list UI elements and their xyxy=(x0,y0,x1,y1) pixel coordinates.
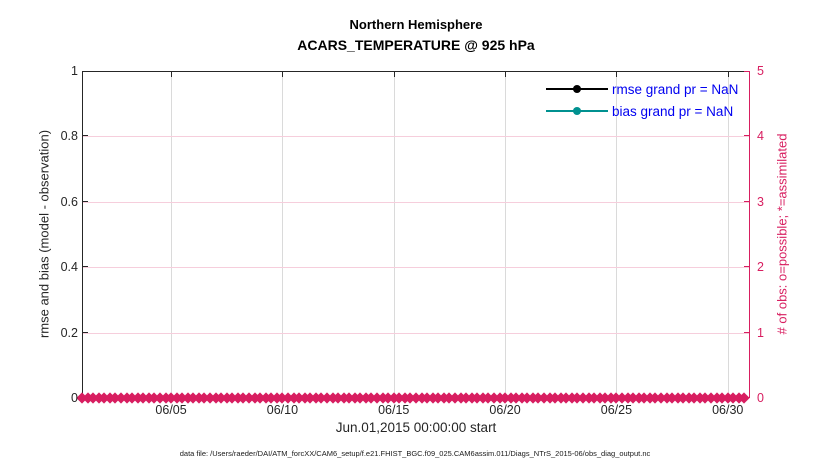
plot-border-top xyxy=(82,71,750,72)
bias-circle-marker-icon xyxy=(573,107,581,115)
y-gridline xyxy=(83,267,749,269)
x-tick-mark xyxy=(393,72,395,77)
chart-title: Northern Hemisphere xyxy=(349,17,483,32)
y-tick-label-right: 1 xyxy=(757,325,764,340)
x-gridline xyxy=(282,72,284,397)
y-tick-mark-right xyxy=(744,135,749,137)
y-tick-label-left: 0.6 xyxy=(60,194,78,209)
y-tick-mark-left xyxy=(83,331,88,333)
y-tick-mark-right xyxy=(744,331,749,333)
y-gridline xyxy=(83,136,749,138)
y-tick-mark-left xyxy=(83,200,88,202)
y-tick-label-right: 4 xyxy=(757,129,764,144)
legend-label-bias: bias grand pr = NaN xyxy=(612,103,734,119)
y-tick-mark-left xyxy=(83,135,88,137)
chart-subtitle: ACARS_TEMPERATURE @ 925 hPa xyxy=(297,37,535,53)
rmse-line-sample xyxy=(546,85,608,93)
y-tick-label-left: 0.4 xyxy=(60,260,78,275)
y-gridline xyxy=(83,332,749,334)
x-gridline xyxy=(393,72,395,397)
x-gridline xyxy=(727,72,729,397)
y-tick-label-left: 0.2 xyxy=(60,325,78,340)
y-tick-label-left: 1 xyxy=(71,64,78,78)
x-tick-mark xyxy=(616,72,618,77)
y-tick-mark-right xyxy=(744,200,749,202)
x-tick-mark xyxy=(282,72,284,77)
data-file-path: data file: /Users/raeder/DAI/ATM_forcXX/… xyxy=(179,449,651,458)
legend-item-bias: bias grand pr = NaN xyxy=(546,100,738,122)
right-axis-line xyxy=(748,71,750,398)
y-tick-label-right: 0 xyxy=(757,391,764,405)
y-axis-label-right: # of obs: o=possible; *=assimilated xyxy=(774,133,790,335)
x-tick-mark xyxy=(505,72,507,77)
x-gridline xyxy=(171,72,173,397)
x-tick-label: 06/10 xyxy=(266,403,299,417)
legend-item-rmse: rmse grand pr = NaN xyxy=(546,78,738,100)
x-tick-label: 06/20 xyxy=(489,403,521,417)
y-tick-label-left: 0 xyxy=(71,391,78,405)
y-tick-label-right: 2 xyxy=(757,260,764,275)
y-tick-mark-left xyxy=(83,266,88,268)
left-axis-line xyxy=(82,71,83,398)
y-axis-label-left: rmse and bias (model - observation) xyxy=(36,129,52,339)
rmse-circle-marker-icon xyxy=(573,85,581,93)
y-tick-mark-right xyxy=(744,266,749,268)
x-tick-label: 06/30 xyxy=(712,403,744,417)
legend-label-rmse: rmse grand pr = NaN xyxy=(612,81,739,97)
x-tick-label: 06/05 xyxy=(155,403,187,417)
x-tick-label: 06/15 xyxy=(378,403,410,417)
x-tick-mark xyxy=(171,72,173,77)
y-tick-label-right: 3 xyxy=(757,194,764,209)
y-tick-mark-right xyxy=(744,71,749,72)
x-gridline xyxy=(616,72,618,397)
y-gridline xyxy=(83,201,749,203)
legend: rmse grand pr = NaN bias grand pr = NaN xyxy=(546,78,738,122)
bias-line-sample xyxy=(546,107,608,115)
plot-area xyxy=(76,71,751,404)
y-tick-label-right: 5 xyxy=(757,64,764,78)
x-tick-mark xyxy=(727,72,729,77)
y-tick-label-left: 0.8 xyxy=(60,129,78,144)
x-gridline xyxy=(505,72,507,397)
y-tick-mark-left xyxy=(83,71,88,72)
x-axis-label: Jun.01,2015 00:00:00 start xyxy=(335,420,497,435)
x-tick-label: 06/25 xyxy=(600,403,633,417)
